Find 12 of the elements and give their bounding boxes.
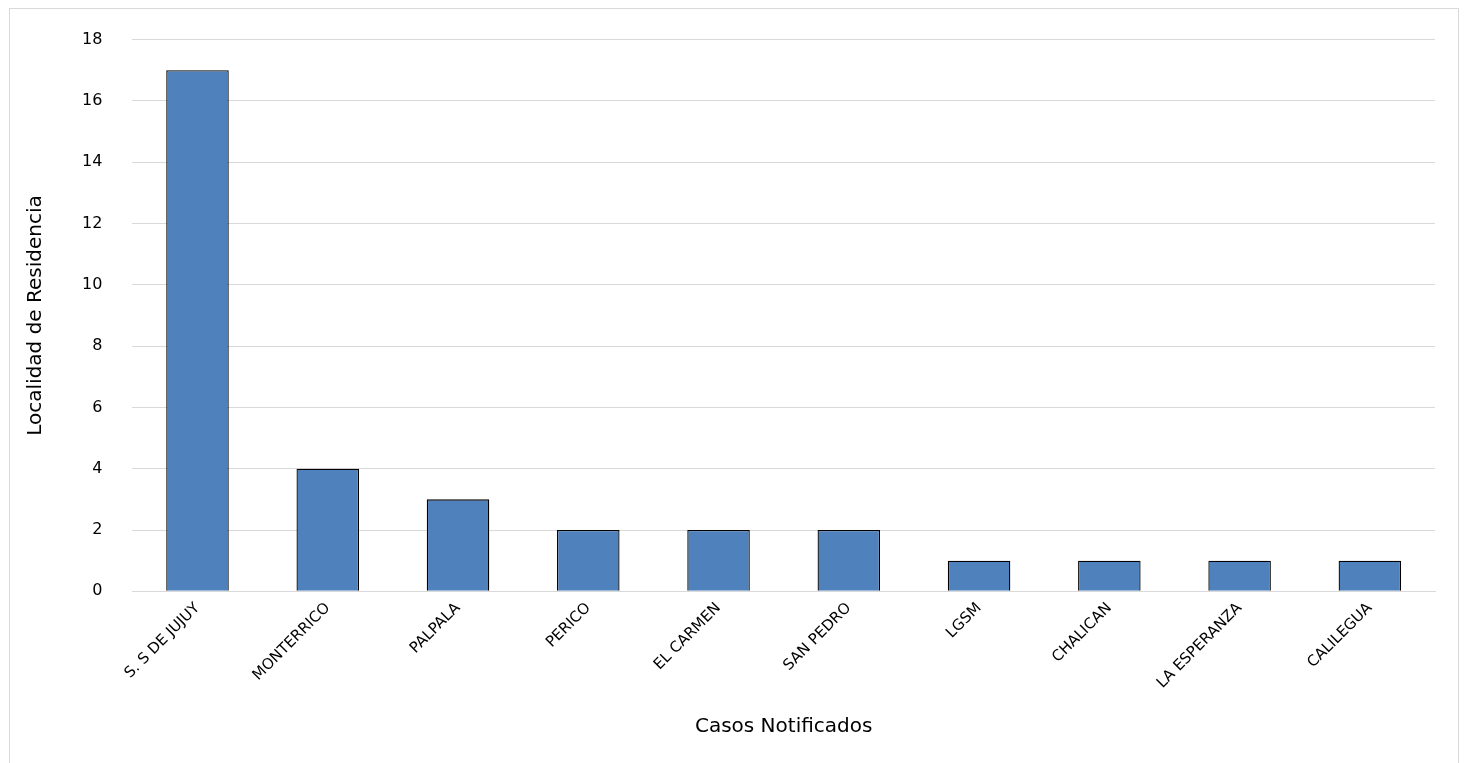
- y-tick-label: 10: [82, 273, 103, 293]
- y-tick-label: 8: [92, 335, 103, 355]
- y-tick-label: 12: [82, 212, 103, 232]
- y-tick-label: 0: [92, 580, 103, 600]
- y-axis-title: Localidad de Residencia: [22, 195, 47, 436]
- y-tick-label: 14: [82, 151, 103, 171]
- y-tick-label: 16: [82, 90, 103, 110]
- y-tick-label: 4: [92, 457, 103, 477]
- y-tick-label: 2: [92, 519, 103, 539]
- x-axis-title: Casos Notificados: [694, 713, 873, 738]
- y-tick-label: 18: [82, 28, 103, 48]
- y-tick-label: 6: [92, 396, 103, 416]
